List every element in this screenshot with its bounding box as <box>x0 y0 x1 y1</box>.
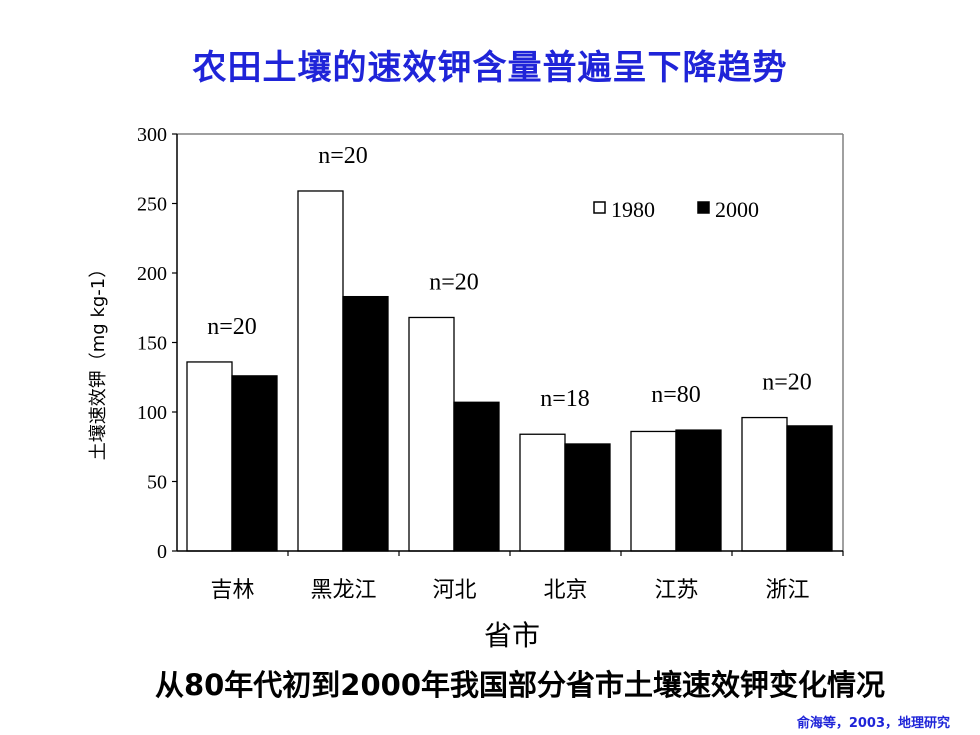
sample-size-label: n=20 <box>318 143 368 169</box>
y-tick-label: 200 <box>137 263 167 285</box>
x-category-label: 河北 <box>432 578 476 603</box>
x-category-label: 黑龙江 <box>310 578 376 603</box>
bar-2000 <box>675 429 722 552</box>
x-category-label: 江苏 <box>654 578 698 603</box>
legend-label-2000: 2000 <box>715 197 759 222</box>
sample-size-label: n=20 <box>207 314 257 340</box>
bar-2000 <box>786 425 833 552</box>
chart-caption: 从80年代初到2000年我国部分省市土壤速效钾变化情况 <box>154 668 886 702</box>
page-title: 农田土壤的速效钾含量普遍呈下降趋势 <box>192 48 788 88</box>
y-tick-label: 0 <box>157 541 167 563</box>
bar-1980 <box>630 430 677 552</box>
y-tick-label: 250 <box>137 194 167 216</box>
bar-1980 <box>741 416 788 552</box>
sample-size-label: n=18 <box>540 386 590 412</box>
y-tick-label: 300 <box>137 124 167 146</box>
bar-1980 <box>408 316 455 552</box>
x-category-label: 浙江 <box>765 578 809 603</box>
y-tick-label: 50 <box>147 472 167 494</box>
bar-2000 <box>453 401 500 552</box>
y-tick-label: 100 <box>137 402 167 424</box>
x-axis-title: 省市 <box>484 619 540 652</box>
bar-1980 <box>186 361 233 552</box>
y-axis-title: 土壤速效钾（mg kg-1） <box>88 260 109 460</box>
x-category-label: 北京 <box>543 578 587 603</box>
bar-2000 <box>564 443 611 552</box>
legend-label-1980: 1980 <box>611 197 655 222</box>
bar-1980 <box>519 433 566 552</box>
y-tick-label: 150 <box>137 333 167 355</box>
sample-size-label: n=20 <box>762 370 812 396</box>
bar-1980 <box>297 190 344 552</box>
legend-swatch-1980 <box>593 201 606 214</box>
legend-swatch-2000 <box>697 201 710 214</box>
bar-2000 <box>342 295 389 552</box>
x-category-label: 吉林 <box>210 578 254 603</box>
source-citation: 俞海等，2003，地理研究 <box>796 716 950 731</box>
bar-2000 <box>231 375 278 552</box>
sample-size-label: n=80 <box>651 382 701 408</box>
sample-size-label: n=20 <box>429 269 479 295</box>
